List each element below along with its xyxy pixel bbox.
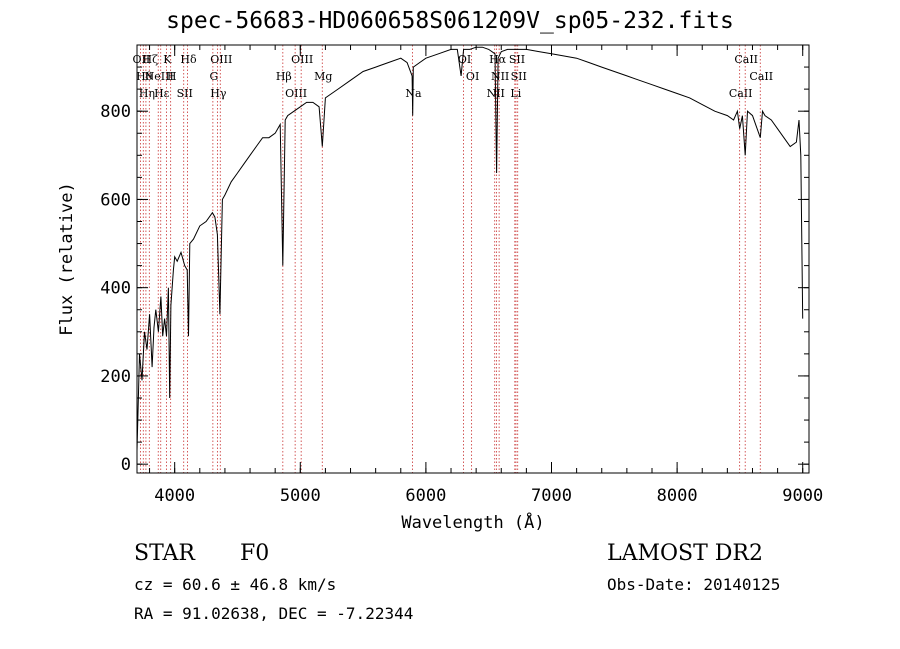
x-tick-label: 9000 (782, 486, 823, 506)
line-marker-label: H (167, 70, 177, 83)
line-marker-label: OIII (210, 53, 232, 66)
line-marker-label: Hβ (276, 70, 292, 83)
x-tick-label: 4000 (154, 486, 195, 506)
line-marker-label: SII (511, 70, 527, 83)
line-marker-label: CaII (729, 87, 753, 100)
plot-frame (136, 44, 810, 474)
coordinates-readout: RA = 91.02638, DEC = -7.22344 (134, 604, 414, 623)
line-marker-label: K (163, 53, 172, 66)
line-marker-label: OIII (291, 53, 313, 66)
y-axis-label: Flux (relative) (57, 182, 77, 336)
y-tick-label: 800 (100, 102, 131, 122)
object-type: STAR (134, 541, 195, 566)
line-marker-label: SII (177, 87, 193, 100)
obs-date: Obs-Date: 20140125 (607, 575, 781, 594)
y-tick-label: 600 (100, 190, 131, 210)
line-marker-label: CaII (734, 53, 758, 66)
line-marker-label: Hδ (180, 53, 197, 66)
chart-title: spec-56683-HD060658S061209V_sp05-232.fit… (166, 8, 734, 34)
line-marker-label: Hη (139, 87, 155, 100)
spectral-subclass: F0 (240, 541, 270, 566)
line-marker-label: OI (458, 53, 471, 66)
x-axis-label: Wavelength (Å) (401, 511, 544, 533)
line-marker-label: NII (491, 70, 509, 83)
spectrum-line (136, 46, 804, 451)
y-tick-label: 400 (100, 279, 131, 299)
x-tick-label: 6000 (405, 486, 446, 506)
line-marker-label: Hε (154, 87, 170, 100)
redshift-readout: cz = 60.6 ± 46.8 km/s (134, 575, 337, 594)
line-marker-label: OIII (285, 87, 307, 100)
line-marker-label: Hγ (210, 87, 227, 100)
line-marker-label: Li (510, 87, 521, 100)
survey-name: LAMOST DR2 (607, 541, 763, 566)
line-marker-label: Hθ (136, 70, 153, 83)
line-marker-label: Mg (314, 70, 332, 83)
line-marker-label: OI (466, 70, 479, 83)
y-tick-label: 200 (100, 367, 131, 387)
y-tick-label: 0 (121, 455, 131, 475)
x-tick-label: 5000 (280, 486, 321, 506)
line-marker-label: Hζ (143, 53, 159, 66)
x-tick-label: 7000 (531, 486, 572, 506)
line-marker-label: CaII (749, 70, 773, 83)
line-marker-label: Na (405, 87, 422, 100)
line-marker-label: G (209, 70, 218, 83)
line-marker-label: SII (509, 53, 525, 66)
x-tick-label: 8000 (657, 486, 698, 506)
